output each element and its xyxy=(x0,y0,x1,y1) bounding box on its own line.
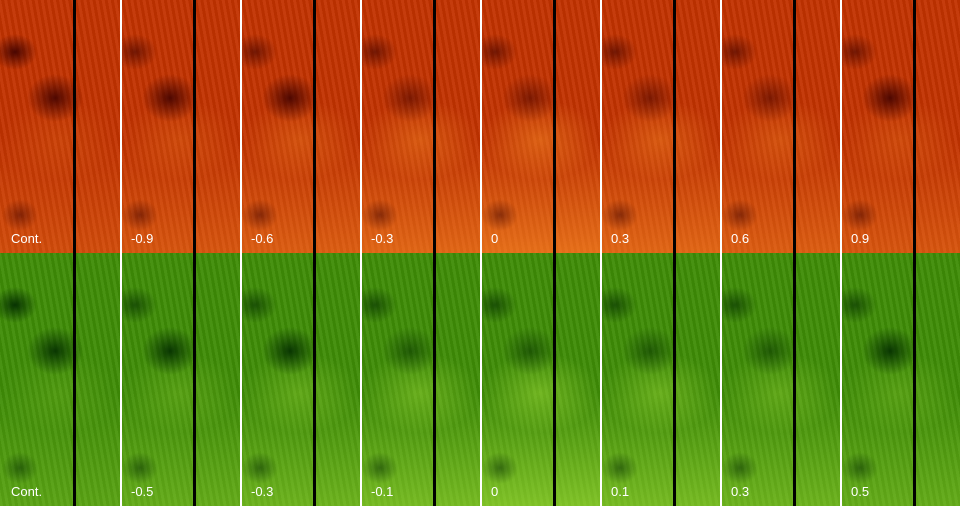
slit-line xyxy=(793,0,796,253)
panel-label: -0.1 xyxy=(371,484,394,499)
panel-label: -0.3 xyxy=(251,484,274,499)
slit-line xyxy=(193,0,196,253)
image-panel: 0.1 xyxy=(600,253,720,506)
image-panel: -0.6 xyxy=(240,0,360,253)
panel-label: Cont. xyxy=(11,231,43,246)
slit-line xyxy=(913,0,916,253)
image-panel: 0.3 xyxy=(600,0,720,253)
panel-separator xyxy=(360,0,362,253)
image-panel: 0 xyxy=(480,253,600,506)
slit-line xyxy=(73,0,76,253)
panel-separator xyxy=(240,253,242,506)
slit-line xyxy=(553,253,556,506)
panel-label: 0.3 xyxy=(731,484,750,499)
image-panel: -0.1 xyxy=(360,253,480,506)
slit-line xyxy=(553,0,556,253)
panel-label: 0 xyxy=(491,484,499,499)
slit-line xyxy=(313,253,316,506)
slit-line xyxy=(433,253,436,506)
panel-label: 0.9 xyxy=(851,231,870,246)
panel-label: 0.3 xyxy=(611,231,630,246)
image-panel: -0.5 xyxy=(120,253,240,506)
panel-separator xyxy=(600,253,602,506)
panel-label: 0.5 xyxy=(851,484,870,499)
image-panel: Cont. xyxy=(0,0,120,253)
panel-separator xyxy=(480,253,482,506)
image-row: Cont. -0.5 -0.3 -0.1 0 0.1 0.3 0.5 xyxy=(0,253,960,506)
panel-label: -0.5 xyxy=(131,484,154,499)
panel-label: 0 xyxy=(491,231,499,246)
panel-separator xyxy=(120,0,122,253)
image-panel: -0.9 xyxy=(120,0,240,253)
image-panel: 0.6 xyxy=(720,0,840,253)
image-panel: -0.3 xyxy=(240,253,360,506)
slit-line xyxy=(433,0,436,253)
image-panel: -0.3 xyxy=(360,0,480,253)
panel-separator xyxy=(720,253,722,506)
panel-separator xyxy=(120,253,122,506)
image-panel: 0.3 xyxy=(720,253,840,506)
panel-separator xyxy=(240,0,242,253)
slit-line xyxy=(913,253,916,506)
panel-separator xyxy=(840,253,842,506)
panel-separator xyxy=(720,0,722,253)
panel-label: Cont. xyxy=(11,484,43,499)
panel-label: -0.9 xyxy=(131,231,154,246)
image-panel: 0.5 xyxy=(840,253,960,506)
slit-line xyxy=(73,253,76,506)
panel-label: -0.3 xyxy=(371,231,394,246)
image-panel: 0.9 xyxy=(840,0,960,253)
panel-separator xyxy=(600,0,602,253)
panel-label: -0.6 xyxy=(251,231,274,246)
slit-line xyxy=(193,253,196,506)
panel-separator xyxy=(360,253,362,506)
slit-line xyxy=(793,253,796,506)
slit-line xyxy=(313,0,316,253)
image-panel: Cont. xyxy=(0,253,120,506)
image-panel: 0 xyxy=(480,0,600,253)
slit-line xyxy=(673,0,676,253)
panel-label: 0.6 xyxy=(731,231,750,246)
panel-separator xyxy=(480,0,482,253)
panel-separator xyxy=(840,0,842,253)
image-row: Cont. -0.9 -0.6 -0.3 0 0.3 0.6 0.9 xyxy=(0,0,960,253)
slit-line xyxy=(673,253,676,506)
panel-label: 0.1 xyxy=(611,484,630,499)
